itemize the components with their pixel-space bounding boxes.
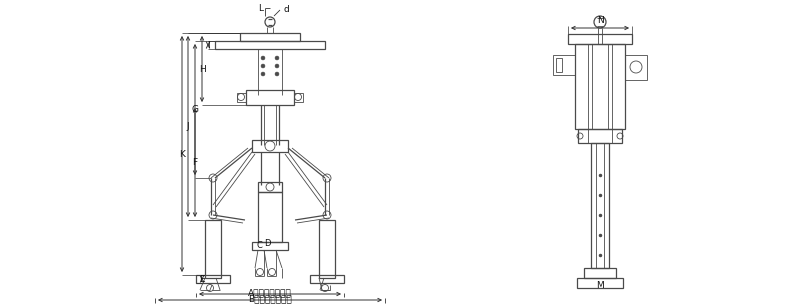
Text: N: N bbox=[597, 15, 603, 25]
Bar bbox=[577, 278, 623, 288]
Text: M: M bbox=[596, 281, 604, 290]
Text: E: E bbox=[199, 274, 205, 283]
Text: G: G bbox=[191, 105, 198, 114]
Bar bbox=[240, 33, 300, 41]
Circle shape bbox=[262, 64, 265, 68]
Text: C: C bbox=[256, 241, 262, 249]
Text: H: H bbox=[198, 64, 206, 74]
Bar bbox=[591, 143, 609, 268]
Text: d: d bbox=[283, 5, 289, 14]
Bar bbox=[575, 44, 625, 129]
Text: L: L bbox=[258, 3, 263, 13]
Bar bbox=[584, 268, 616, 278]
Bar bbox=[553, 55, 575, 75]
Text: B（最少～最大）: B（最少～最大） bbox=[248, 294, 292, 303]
Circle shape bbox=[275, 72, 279, 76]
Bar bbox=[237, 93, 246, 102]
Text: D: D bbox=[264, 240, 270, 249]
Text: I: I bbox=[206, 40, 210, 50]
Text: F: F bbox=[193, 158, 198, 167]
Bar bbox=[258, 192, 282, 242]
Bar bbox=[556, 58, 562, 72]
Bar bbox=[246, 90, 294, 105]
Circle shape bbox=[275, 56, 279, 60]
Bar bbox=[196, 275, 230, 283]
Circle shape bbox=[275, 64, 279, 68]
Bar bbox=[625, 55, 647, 80]
Text: A（最少～最大）: A（最少～最大） bbox=[248, 289, 292, 298]
Bar bbox=[252, 242, 288, 250]
Circle shape bbox=[262, 72, 265, 76]
Text: J: J bbox=[186, 122, 190, 131]
Bar bbox=[215, 41, 325, 49]
Bar bbox=[258, 182, 282, 192]
Bar bbox=[568, 34, 632, 44]
Circle shape bbox=[262, 56, 265, 60]
Bar bbox=[578, 129, 622, 143]
Bar bbox=[319, 220, 335, 278]
Bar bbox=[205, 220, 221, 278]
Text: K: K bbox=[179, 149, 185, 159]
Bar bbox=[294, 93, 303, 102]
Bar bbox=[310, 275, 344, 283]
Bar bbox=[252, 140, 288, 152]
